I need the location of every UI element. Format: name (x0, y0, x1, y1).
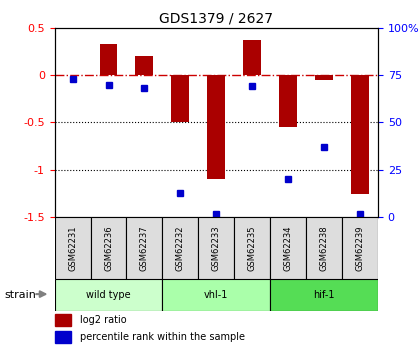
FancyBboxPatch shape (55, 279, 163, 311)
Bar (100, 44, 118, 75)
FancyBboxPatch shape (163, 279, 270, 311)
FancyBboxPatch shape (55, 217, 91, 279)
Bar (315, 75, 333, 80)
Text: GSM62236: GSM62236 (104, 226, 113, 271)
Text: vhl-1: vhl-1 (204, 290, 228, 300)
FancyBboxPatch shape (306, 217, 342, 279)
Text: GSM62231: GSM62231 (68, 226, 77, 271)
Bar (351, 75, 369, 194)
Bar (135, 56, 153, 75)
Text: GSM62239: GSM62239 (356, 226, 365, 271)
Text: strain: strain (4, 290, 36, 300)
Text: GSM62238: GSM62238 (320, 226, 328, 271)
FancyBboxPatch shape (270, 279, 378, 311)
FancyBboxPatch shape (234, 217, 270, 279)
FancyBboxPatch shape (270, 217, 306, 279)
Text: percentile rank within the sample: percentile rank within the sample (81, 333, 245, 342)
FancyBboxPatch shape (163, 217, 198, 279)
Text: GSM62232: GSM62232 (176, 226, 185, 271)
Title: GDS1379 / 2627: GDS1379 / 2627 (159, 11, 273, 25)
Bar (279, 75, 297, 127)
Bar (243, 40, 261, 75)
FancyBboxPatch shape (126, 217, 163, 279)
FancyBboxPatch shape (91, 217, 126, 279)
Text: GSM62233: GSM62233 (212, 226, 221, 271)
FancyBboxPatch shape (342, 217, 378, 279)
Bar (55, 314, 71, 326)
Bar (55, 331, 71, 343)
Text: log2 ratio: log2 ratio (81, 315, 127, 325)
Text: GSM62237: GSM62237 (140, 226, 149, 271)
FancyBboxPatch shape (198, 217, 234, 279)
Text: wild type: wild type (86, 290, 131, 300)
Text: GSM62235: GSM62235 (248, 226, 257, 271)
Text: GSM62234: GSM62234 (284, 226, 293, 271)
Text: hif-1: hif-1 (313, 290, 335, 300)
Bar (207, 75, 225, 179)
Bar (171, 75, 189, 122)
